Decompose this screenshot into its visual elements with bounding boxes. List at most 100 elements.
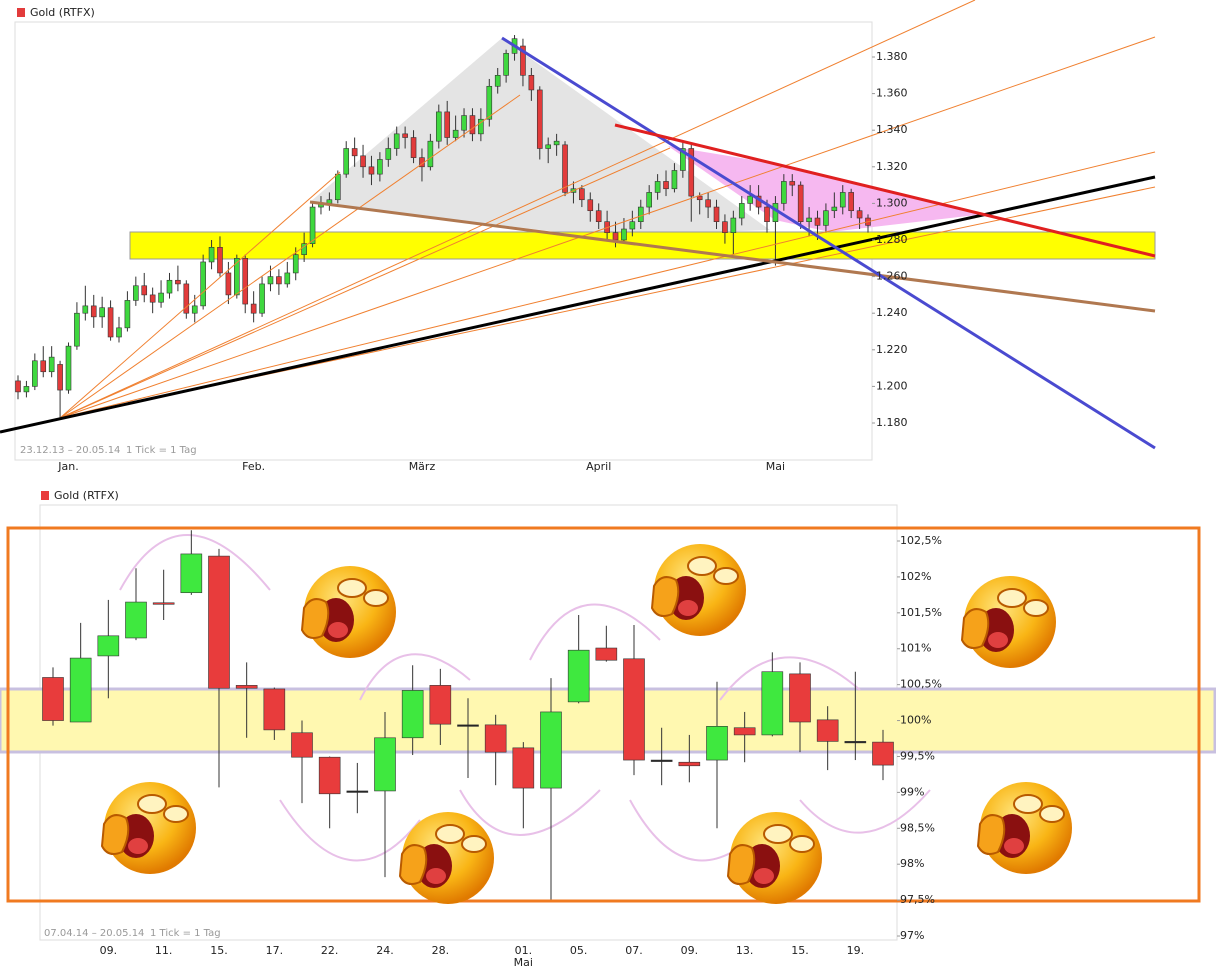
candle-body	[32, 360, 38, 387]
date-range: 23.12.13 – 20.05.14	[20, 445, 120, 456]
candle-body	[427, 140, 434, 168]
highlight-frame	[6, 526, 1201, 903]
x-tick-label: April	[586, 460, 611, 473]
candle-body	[706, 726, 728, 761]
candle-body	[595, 647, 618, 661]
candle-body	[23, 386, 30, 393]
candle-body	[814, 217, 821, 226]
candle-body	[208, 247, 215, 263]
candle-body	[452, 129, 459, 138]
x-tick-label: 22.	[321, 944, 339, 957]
candle-body	[374, 737, 396, 792]
x-tick-label: 01.	[515, 944, 533, 957]
candle-body	[125, 601, 147, 639]
candle-body	[839, 192, 846, 208]
y-tick-label: 1.280	[876, 233, 908, 246]
candle-body	[116, 327, 122, 338]
y-tick-label: 101%	[900, 642, 931, 655]
candle-body	[772, 203, 779, 222]
candle-body	[225, 272, 232, 296]
x-tick-label: 11.	[155, 944, 173, 957]
candle-body	[291, 732, 313, 758]
candle-body	[42, 677, 64, 721]
candle-body	[823, 210, 829, 226]
candle-body	[429, 685, 452, 725]
candle-body	[377, 159, 383, 175]
candle-body	[393, 133, 400, 149]
candle-body	[457, 724, 479, 727]
y-tick-label: 99,5%	[900, 749, 935, 762]
candle-body	[553, 140, 560, 146]
candle-body	[65, 345, 72, 391]
y-tick-label: 1.360	[876, 87, 908, 100]
y-tick-label: 100,5%	[900, 678, 942, 691]
candle-body	[217, 247, 223, 274]
candle-body	[444, 111, 451, 138]
candle-body	[74, 312, 80, 347]
candle-body	[175, 279, 181, 285]
tick-note: 1 Tick = 1 Tag	[150, 928, 221, 939]
candle-body	[48, 356, 55, 373]
candle-body	[107, 307, 114, 338]
candle-body	[200, 261, 206, 307]
y-tick-label: 98%	[900, 857, 924, 870]
candle-body	[678, 761, 701, 767]
candle-body	[872, 741, 894, 766]
candle-body	[90, 305, 97, 318]
candle-body	[612, 232, 619, 241]
y-tick-label: 1.220	[876, 343, 908, 356]
candle-body	[276, 276, 282, 285]
x-tick-sublabel: Mai	[514, 956, 533, 969]
candle-body	[234, 257, 240, 296]
candle-body	[503, 53, 509, 76]
x-tick-label: 07.	[625, 944, 643, 957]
candle-body	[654, 181, 661, 193]
candle-body	[346, 790, 369, 793]
x-tick-label: März	[409, 460, 436, 473]
candle-body	[579, 188, 585, 201]
candle-body	[671, 170, 678, 190]
candle-body	[831, 206, 838, 212]
candle-body	[595, 210, 602, 223]
y-tick-label: 1.300	[876, 196, 908, 209]
candle-body	[536, 89, 543, 149]
y-tick-label: 1.320	[876, 160, 908, 173]
candle-body	[844, 741, 867, 744]
candle-body	[402, 133, 408, 138]
candle-body	[335, 173, 341, 201]
candle-body	[540, 711, 562, 789]
y-tick-label: 1.260	[876, 270, 908, 283]
y-tick-label: 1.340	[876, 123, 908, 136]
tick-note: 1 Tick = 1 Tag	[126, 445, 197, 456]
candle-body	[486, 85, 493, 120]
candle-body	[484, 724, 507, 753]
candle-body	[797, 184, 804, 223]
candle-body	[478, 118, 484, 135]
candle-body	[494, 75, 501, 87]
y-tick-label: 100%	[900, 714, 931, 727]
x-tick-label: 15.	[210, 944, 228, 957]
candle-body	[461, 115, 467, 131]
candle-body	[158, 292, 164, 303]
candle-body	[730, 217, 737, 233]
candle-body	[180, 553, 203, 594]
candle-body	[650, 759, 673, 762]
candle-body	[528, 75, 535, 91]
candle-body	[69, 657, 92, 723]
candle-body	[82, 305, 89, 314]
legend-label: Gold (RTFX)	[54, 489, 119, 502]
candle-body	[764, 206, 770, 222]
candle-body	[520, 45, 526, 76]
candle-body	[40, 360, 47, 373]
candle-body	[259, 283, 265, 314]
candle-body	[623, 658, 645, 761]
candle-body	[713, 206, 720, 222]
bottom-candles	[42, 530, 894, 901]
x-tick-label: 28.	[432, 944, 450, 957]
candle-body	[250, 303, 257, 314]
candle-body	[284, 272, 291, 285]
candle-body	[789, 673, 811, 723]
candle-body	[567, 649, 590, 703]
x-tick-label: Mai	[766, 460, 785, 473]
candle-body	[705, 199, 711, 208]
